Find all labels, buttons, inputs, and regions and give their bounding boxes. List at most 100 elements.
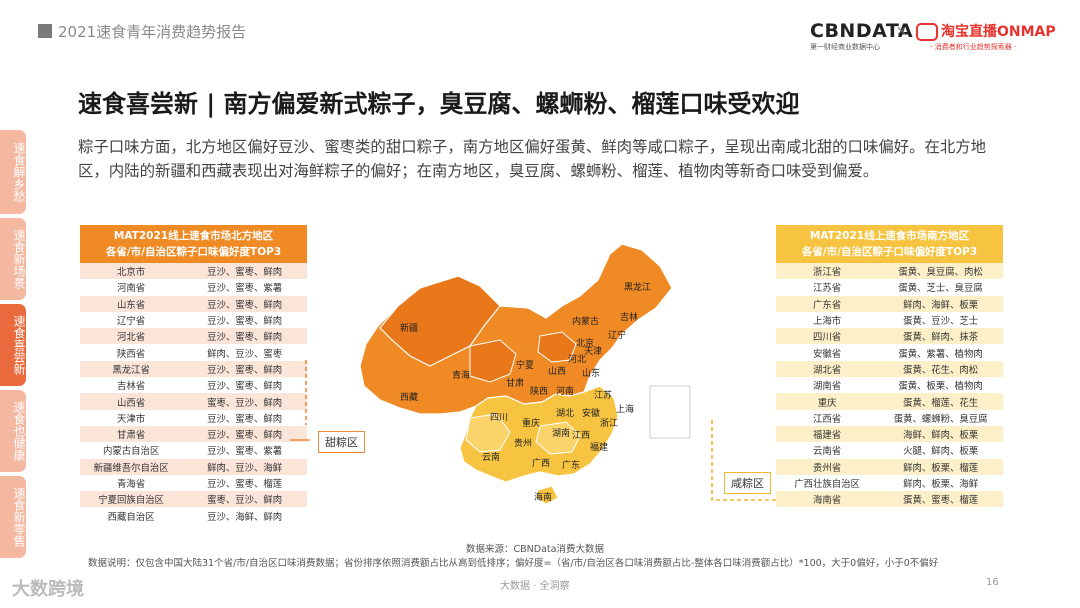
south-table-title-2: 各省/市/自治区粽子口味偏好度TOP3	[801, 246, 978, 258]
sidebar-tab-4[interactable]: 速食也健康	[0, 390, 26, 472]
south-flavor-cell: 火腿、鲜肉、板栗	[878, 442, 1003, 459]
north-row: 河北省 豆沙、蜜枣、鲜肉	[80, 328, 307, 345]
sidebar-tab-5[interactable]: 速食新零售	[0, 476, 26, 558]
south-province-cell: 浙江省	[776, 263, 879, 280]
sidebar-tab-2[interactable]: 速食新场景	[0, 218, 26, 300]
data-source: 数据来源：CBNData消费大数据	[466, 544, 604, 555]
north-table-header: MAT2021线上速食市场北方地区 各省/市/自治区粽子口味偏好度TOP3	[80, 225, 307, 263]
map-label-shanxi: 山西	[548, 366, 566, 377]
south-row: 广东省 鲜肉、海鲜、板栗	[776, 295, 1003, 312]
south-table: 浙江省 蛋黄、臭豆腐、肉松 江苏省 蛋黄、芝士、臭豆腐 广东省 鲜肉、海鲜、板栗 上海市 蛋黄…	[776, 263, 1003, 508]
north-province-cell: 天津市	[80, 409, 183, 426]
south-row: 海南省 蛋黄、蜜枣、榴莲	[776, 491, 1003, 508]
north-flavor-cell: 豆沙、蜜枣、鲜肉	[182, 425, 307, 443]
north-province-cell: 山东省	[80, 295, 183, 312]
map-label-henan: 河南	[556, 385, 574, 397]
page-number: 16	[986, 577, 999, 588]
north-table-title-2: 各省/市/自治区粽子口味偏好度TOP3	[105, 246, 282, 258]
south-province-cell: 贵州省	[776, 458, 879, 475]
north-row: 北京市 豆沙、蜜枣、鲜肉	[80, 263, 307, 280]
south-row: 湖北省 蛋黄、花生、肉松	[776, 360, 1003, 378]
innermongolia-inner-shape	[537, 331, 577, 363]
taobao-live-logo: 淘宝直播ONMAP	[941, 24, 1056, 40]
map-label-jiangxi: 江西	[572, 430, 590, 441]
map-label-guangdong: 广东	[562, 459, 580, 471]
south-row: 云南省 火腿、鲜肉、板栗	[776, 442, 1003, 459]
north-row: 黑龙江省 豆沙、蜜枣、鲜肉	[80, 360, 307, 378]
map-label-hunan: 湖南	[552, 427, 570, 439]
sidebar-tab-1[interactable]: 速食解乡愁	[0, 130, 26, 214]
south-flavor-cell: 蛋黄、紫薯、植物肉	[878, 344, 1003, 361]
north-province-cell: 河北省	[80, 328, 183, 345]
map-label-ningxia: 宁夏	[516, 359, 534, 371]
south-table-title-1: MAT2021线上速食市场南方地区	[809, 230, 970, 242]
south-province-cell: 湖南省	[776, 377, 879, 394]
map-label-liaoning: 辽宁	[608, 329, 626, 341]
south-flavor-cell: 蛋黄、板栗、植物肉	[878, 377, 1003, 394]
north-flavor-cell: 豆沙、蜜枣、紫薯	[182, 279, 307, 296]
south-province-cell: 安徽省	[776, 344, 879, 361]
map-label-gansu: 甘肃	[506, 377, 524, 389]
south-province-cell: 江苏省	[776, 279, 879, 296]
south-province-cell: 上海市	[776, 311, 879, 329]
north-row: 河南省 豆沙、蜜枣、紫薯	[80, 279, 307, 296]
south-flavor-cell: 蛋黄、芝士、臭豆腐	[878, 279, 1003, 296]
hunan-shape	[535, 421, 581, 455]
north-flavor-cell: 鲜肉、豆沙、蜜枣	[182, 344, 307, 361]
south-row: 重庆 蛋黄、榴莲、花生	[776, 393, 1003, 410]
taobao-live-logo-subtitle: - 消费者和行业趋势探索器 -	[930, 43, 1017, 51]
taobao-live-icon	[916, 23, 938, 41]
north-table: 北京市 豆沙、蜜枣、鲜肉 河南省 豆沙、蜜枣、紫薯 山东省 豆沙、蜜枣、鲜肉 辽宁省 豆沙、蜜…	[80, 263, 307, 524]
south-row: 湖南省 蛋黄、板栗、植物肉	[776, 377, 1003, 394]
south-flavor-cell: 蛋黄、花生、肉松	[878, 360, 1003, 378]
north-row: 辽宁省 豆沙、蜜枣、鲜肉	[80, 311, 307, 329]
north-flavor-cell: 豆沙、蜜枣、鲜肉	[182, 311, 307, 329]
south-flavor-cell: 蛋黄、榴莲、花生	[878, 393, 1003, 410]
north-table-title-1: MAT2021线上速食市场北方地区	[113, 230, 274, 242]
south-flavor-cell: 海鲜、鲜肉、板栗	[878, 425, 1003, 443]
north-row: 内蒙古自治区 豆沙、蜜枣、紫薯	[80, 442, 307, 459]
china-taste-map: 新疆 西藏 青海 甘肃 宁夏 内蒙古 黑龙江 吉林 辽宁 北京 天津 河北 山西…	[359, 243, 691, 505]
north-province-cell: 黑龙江省	[80, 360, 183, 378]
north-flavor-cell: 豆沙、蜜枣、榴莲	[182, 474, 307, 492]
south-row: 福建省 海鲜、鲜肉、板栗	[776, 425, 1003, 443]
map-label-zhejiang: 浙江	[600, 417, 618, 429]
map-label-chongqing: 重庆	[522, 417, 540, 429]
north-province-cell: 宁夏回族自治区	[80, 491, 183, 508]
south-flavor-cell: 鲜肉、板栗、榴莲	[878, 458, 1003, 475]
north-row: 宁夏回族自治区 蜜枣、豆沙、鲜肉	[80, 491, 307, 508]
south-flavor-cell: 蛋黄、蜜枣、榴莲	[878, 491, 1003, 508]
map-label-beijing: 北京	[576, 337, 594, 349]
map-label-hebei: 河北	[568, 353, 586, 365]
south-flavor-cell: 鲜肉、板栗、海鲜	[878, 474, 1003, 492]
sichuan-shape	[465, 413, 511, 453]
north-flavor-cell: 豆沙、蜜枣、鲜肉	[182, 409, 307, 426]
north-row: 吉林省 豆沙、蜜枣、鲜肉	[80, 377, 307, 394]
slide-headline: 速食喜尝新 | 南方偏爱新式粽子，臭豆腐、螺蛳粉、榴莲口味受欢迎	[78, 90, 800, 118]
map-label-xinjiang: 新疆	[400, 322, 418, 334]
south-province-cell: 福建省	[776, 425, 879, 443]
north-flavor-cell: 豆沙、海鲜、鲜肉	[182, 507, 307, 524]
north-row: 西藏自治区 豆沙、海鲜、鲜肉	[80, 507, 307, 524]
map-label-neimenggu: 内蒙古	[572, 315, 599, 327]
south-province-cell: 四川省	[776, 328, 879, 345]
summary-paragraph: 粽子口味方面，北方地区偏好豆沙、蜜枣类的甜口粽子，南方地区偏好蛋黄、鲜肉等咸口粽…	[78, 138, 987, 180]
north-province-cell: 陕西省	[80, 344, 183, 361]
map-label-qinghai: 青海	[452, 369, 470, 381]
south-sea-inset	[649, 385, 691, 439]
north-row: 山东省 豆沙、蜜枣、鲜肉	[80, 295, 307, 312]
north-province-cell: 新疆维吾尔自治区	[80, 458, 183, 475]
north-flavor-cell: 豆沙、蜜枣、鲜肉	[182, 295, 307, 312]
sidebar-tab-3-active[interactable]: 速食喜尝新	[0, 304, 26, 386]
cbndata-logo-subtitle: 第一财经商业数据中心	[810, 43, 880, 51]
map-label-jiangsu: 江苏	[594, 389, 612, 401]
south-province-cell: 江西省	[776, 409, 879, 426]
report-title: 2021速食青年消费趋势报告	[58, 23, 247, 41]
south-row: 江苏省 蛋黄、芝士、臭豆腐	[776, 279, 1003, 296]
north-row: 甘肃省 豆沙、蜜枣、鲜肉	[80, 425, 307, 443]
map-label-shaanxi: 陕西	[530, 385, 548, 397]
south-row: 四川省 蛋黄、鲜肉、抹茶	[776, 328, 1003, 345]
south-row: 上海市 蛋黄、豆沙、芝士	[776, 311, 1003, 329]
south-flavor-cell: 鲜肉、海鲜、板栗	[878, 295, 1003, 312]
map-label-heilongjiang: 黑龙江	[624, 281, 651, 293]
